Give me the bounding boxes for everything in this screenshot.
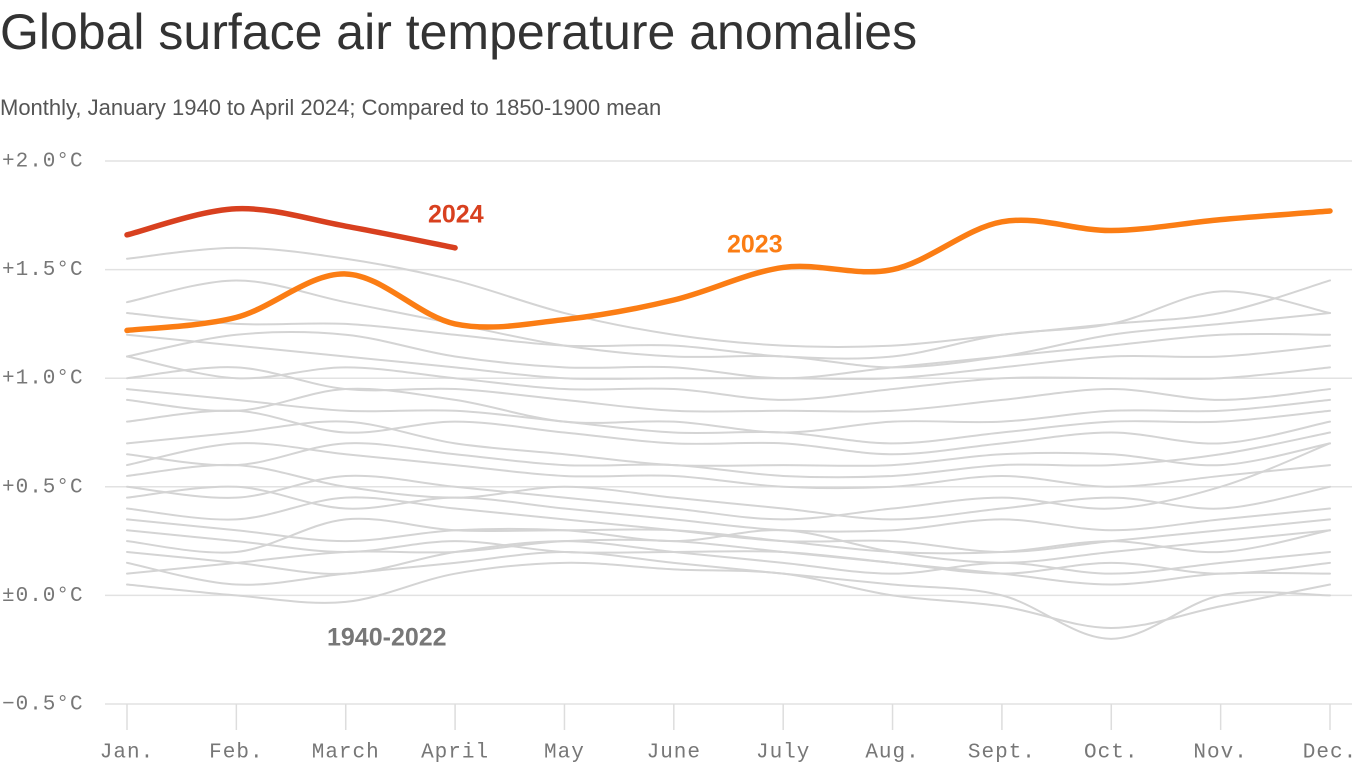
background-lines: [126, 246, 1331, 640]
y-tick-label: ±0.0°C: [2, 585, 84, 608]
x-tick-label: July: [756, 742, 810, 765]
background-line: [126, 387, 1331, 434]
x-tick-label: April: [421, 742, 489, 765]
highlight-lines: [124, 205, 1333, 334]
background-line: [126, 290, 1331, 360]
x-tick-label: March: [312, 742, 380, 765]
series-label: 2023: [727, 231, 783, 259]
background-line: [126, 431, 1331, 479]
chart-title: Global surface air temperature anomalies: [0, 4, 917, 60]
x-tick-label: Nov.: [1193, 742, 1247, 765]
background-line: [126, 442, 1331, 521]
y-tick-label: −0.5°C: [2, 694, 84, 717]
background-line: [126, 550, 1331, 640]
series-label: 2024: [428, 201, 484, 229]
background-line: [126, 538, 1331, 586]
background-line: [126, 420, 1331, 467]
background-line: [126, 409, 1331, 456]
background-line: [126, 496, 1331, 553]
background-line: [126, 388, 1331, 445]
background-label: 1940-2022: [327, 624, 447, 652]
grid: +2.0°C +1.5°C +1.0°C +0.5°C ±0.0°C −0.5°C Jan.…: [2, 151, 1357, 765]
chart-subtitle: Monthly, January 1940 to April 2024; Com…: [0, 95, 661, 120]
background-line: [126, 485, 1331, 533]
x-tick-label: Feb.: [209, 742, 263, 765]
background-line: [126, 463, 1331, 521]
background-line: [126, 540, 1331, 575]
x-tick-label: Jan.: [100, 742, 154, 765]
background-line: [126, 333, 1331, 380]
x-tick-label: Sept.: [968, 742, 1036, 765]
background-line: [126, 331, 1331, 380]
background-line: [126, 561, 1331, 629]
background-line: [126, 517, 1331, 555]
background-line: [126, 366, 1331, 413]
y-tick-label: +1.5°C: [2, 259, 84, 282]
x-tick-label: May: [544, 742, 585, 765]
y-tick-label: +2.0°C: [2, 151, 84, 174]
y-tick-label: +1.0°C: [2, 368, 84, 391]
background-line: [126, 442, 1331, 490]
series-line: [124, 205, 458, 251]
x-tick-label: Dec.: [1303, 742, 1357, 765]
x-tick-label: Aug.: [865, 742, 919, 765]
x-tick-label: Oct.: [1084, 742, 1138, 765]
background-line: [126, 246, 1331, 348]
y-tick-label: +0.5°C: [2, 476, 84, 499]
background-line: [126, 355, 1331, 401]
background-line: [126, 279, 1331, 369]
x-tick-label: June: [647, 742, 701, 765]
series-line: [124, 208, 1333, 334]
